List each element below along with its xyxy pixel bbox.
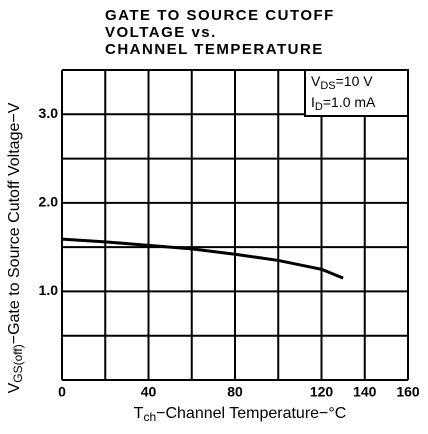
- chart-title: VOLTAGE vs.: [105, 24, 217, 41]
- chart-title: GATE TO SOURCE CUTOFF: [105, 7, 335, 24]
- y-axis-text: −Gate to Source Cutoff Voltage−V: [6, 102, 23, 344]
- annotation-box: [304, 69, 409, 117]
- x-tick-label: 160: [396, 384, 420, 400]
- x-tick-label: 80: [227, 384, 243, 400]
- x-axis-subscript: ch: [143, 410, 156, 424]
- annotation-subscript: DS: [320, 80, 335, 92]
- y-axis-label: VGS(off)−Gate to Source Cutoff Voltage−V: [6, 102, 25, 393]
- annotation-text: =10 V: [336, 73, 374, 89]
- x-tick-label: 140: [353, 384, 377, 400]
- annotation: VDS=10 V: [311, 73, 373, 92]
- annotation-symbol: V: [311, 73, 321, 89]
- annotation-symbol: I: [311, 94, 315, 110]
- x-tick-label: 0: [58, 384, 66, 400]
- annotation: ID=1.0 mA: [311, 94, 376, 113]
- annotation-subscript: D: [315, 101, 323, 113]
- y-tick-label: 1.0: [39, 282, 59, 298]
- x-tick-label: 120: [310, 384, 334, 400]
- x-tick-label: 40: [141, 384, 157, 400]
- x-axis-symbol: T: [134, 405, 144, 422]
- curve: [61, 237, 344, 280]
- x-axis-label: Tch−Channel Temperature−°C: [134, 405, 347, 424]
- y-axis-symbol: V: [6, 382, 23, 393]
- y-tick-label: 3.0: [39, 105, 59, 121]
- x-axis-text: −Channel Temperature−°C: [156, 405, 346, 422]
- chart-title: CHANNEL TEMPERATURE: [105, 41, 324, 58]
- annotation-text: =1.0 mA: [323, 94, 376, 110]
- y-axis-subscript: GS(off): [11, 344, 25, 382]
- y-tick-label: 2.0: [39, 194, 59, 210]
